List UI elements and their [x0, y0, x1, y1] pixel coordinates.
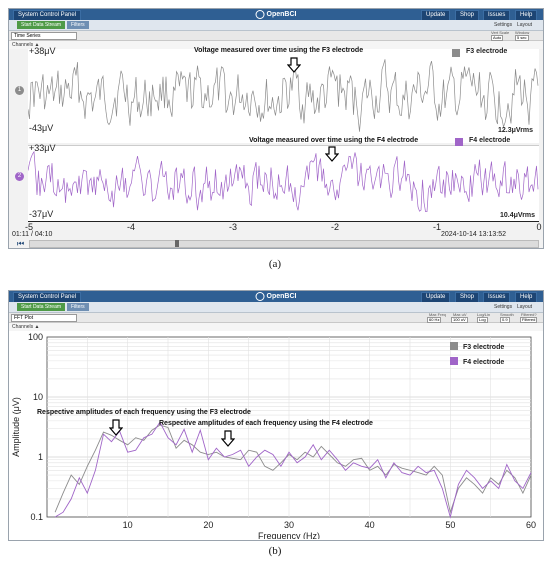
channel-2-ymin: -37μV	[29, 209, 54, 219]
rewind-icon[interactable]: ⏮	[17, 239, 25, 248]
x-tick-label: 30	[284, 520, 294, 530]
legend-f4-swatch	[455, 138, 463, 146]
panel-a-window: System Control Panel OpenBCI Update Shop…	[8, 8, 544, 249]
filtered-label: Filtered?	[521, 312, 537, 317]
channel-1-annotation: Voltage measured over time using the F3 …	[194, 47, 364, 54]
y-axis-label: Amplitude (μV)	[11, 397, 21, 457]
channels-header[interactable]: Channels ▲	[9, 323, 543, 331]
smooth-dropdown[interactable]: 0.9	[500, 317, 510, 323]
logo-icon	[255, 291, 265, 301]
x-tick-label: 20	[203, 520, 213, 530]
layout-button[interactable]: Layout	[517, 304, 533, 310]
series-line-f4	[54, 421, 532, 519]
settings-button[interactable]: Settings	[494, 22, 513, 28]
x-tick: 0	[536, 222, 542, 232]
settings-button[interactable]: Settings	[494, 304, 513, 310]
widget-bar: FFT Plot Max Freq Max uV Log/Lin Smooth …	[9, 313, 543, 323]
legend-swatch-f3	[450, 342, 458, 350]
channel-1-trace-svg	[27, 59, 539, 132]
logo-text: OpenBCI	[266, 293, 297, 300]
filters-button[interactable]: Filters	[67, 21, 89, 29]
down-arrow-icon	[221, 430, 235, 447]
y-tick-label: 10	[33, 392, 43, 402]
x-axis-line	[28, 221, 539, 222]
channel-2-annotation: Voltage measured over time using the F4 …	[249, 137, 419, 144]
legend-f4-label: F4 electrode	[469, 137, 511, 144]
x-tick: -2	[330, 222, 340, 232]
legend-label-f4: F4 electrode	[463, 359, 504, 366]
max-uv-dropdown[interactable]: 100 uV	[451, 317, 468, 323]
x-tick: -4	[126, 222, 136, 232]
vert-scale-dropdown[interactable]: Auto	[491, 35, 504, 41]
fft-chart: 0.1 1 10 100 10 20 30 40 50 60 Frequency (Hz) Ampli…	[11, 332, 536, 539]
caption-b: (b)	[268, 545, 282, 557]
playback-scrubber[interactable]	[175, 240, 179, 247]
channel-2-trace-svg	[27, 150, 539, 213]
sub-bar: Start Data Stream Filters Settings Layou…	[9, 20, 543, 31]
channel-1-ymin: -43μV	[29, 123, 54, 133]
down-arrow-icon	[287, 57, 301, 73]
max-uv-label: Max uV	[453, 312, 467, 317]
channel-2-number[interactable]: 2	[15, 172, 24, 181]
x-tick: -1	[432, 222, 442, 232]
max-freq-dropdown[interactable]: 60 Hz	[427, 317, 442, 323]
log-lin-label: Log/Lin	[477, 312, 491, 317]
openbci-logo: OpenBCI	[255, 9, 297, 20]
y-tick-label: 100	[28, 332, 43, 342]
channel-1-trace	[27, 59, 539, 132]
start-data-stream-button[interactable]: Start Data Stream	[17, 303, 66, 311]
window-dropdown[interactable]: 5 sec	[515, 35, 529, 41]
x-tick: -5	[24, 222, 34, 232]
down-arrow-icon	[325, 146, 339, 162]
start-data-stream-button[interactable]: Start Data Stream	[17, 21, 66, 29]
y-tick-label: 1	[38, 452, 43, 462]
x-tick-label: 60	[526, 520, 536, 530]
channel-1-ymax: +38μV	[29, 46, 56, 56]
playback-time: 01:11 / 04:10	[12, 231, 53, 238]
x-axis-label: Frequency (Hz)	[258, 531, 320, 539]
top-bar: System Control Panel OpenBCI Update Shop…	[9, 9, 543, 21]
y-tick-label: 0.1	[30, 512, 43, 522]
logo-text: OpenBCI	[266, 11, 297, 18]
x-tick: -3	[228, 222, 238, 232]
x-tick-label: 10	[123, 520, 133, 530]
sub-bar: Start Data Stream Filters Settings Layou…	[9, 302, 543, 313]
widget-bar: Time Series Vert Scale Window Auto 5 sec	[9, 31, 543, 41]
filters-button[interactable]: Filters	[67, 303, 89, 311]
channel-2-plot	[27, 145, 539, 222]
layout-button[interactable]: Layout	[517, 22, 533, 28]
smooth-label: Smooth	[500, 312, 514, 317]
window-label: Window	[515, 30, 530, 35]
channels-header[interactable]: Channels ▲	[9, 41, 543, 49]
widget-select[interactable]: FFT Plot	[11, 314, 77, 322]
caption-a: (a)	[268, 258, 282, 270]
f3-annotation: Respective amplitudes of each frequency …	[37, 409, 251, 416]
legend-f3-swatch	[452, 49, 460, 57]
x-tick-label: 40	[365, 520, 375, 530]
channel-2-vrms: 10.4μVrms	[500, 212, 536, 219]
widget-select[interactable]: Time Series	[11, 32, 77, 40]
x-tick-label: 50	[445, 520, 455, 530]
playback-scrollbar[interactable]	[29, 240, 539, 248]
log-lin-dropdown[interactable]: Log	[477, 317, 488, 323]
legend-f3-label: F3 electrode	[466, 48, 508, 55]
f4-annotation: Respective amplitudes of each frequency …	[159, 420, 373, 427]
down-arrow-icon	[109, 419, 123, 436]
filtered-dropdown[interactable]: Filtered	[520, 317, 538, 323]
openbci-logo: OpenBCI	[255, 291, 297, 302]
channel-1-vrms: 12.3μVrms	[498, 127, 534, 134]
logo-icon	[255, 9, 265, 19]
channel-1-plot	[27, 49, 539, 143]
channel-2-trace	[27, 150, 539, 213]
timestamp: 2024-10-14 13:13:52	[441, 231, 506, 238]
legend-label-f3: F3 electrode	[463, 344, 504, 351]
panel-b-window: System Control Panel OpenBCI Update Shop…	[8, 290, 544, 541]
legend-swatch-f4	[450, 357, 458, 365]
top-bar: System Control Panel OpenBCI Update Shop…	[9, 291, 543, 303]
channel-2-ymax: +33μV	[29, 143, 56, 153]
channel-1-number[interactable]: 1	[15, 86, 24, 95]
max-freq-label: Max Freq	[429, 312, 446, 317]
vert-scale-label: Vert Scale	[491, 30, 510, 35]
